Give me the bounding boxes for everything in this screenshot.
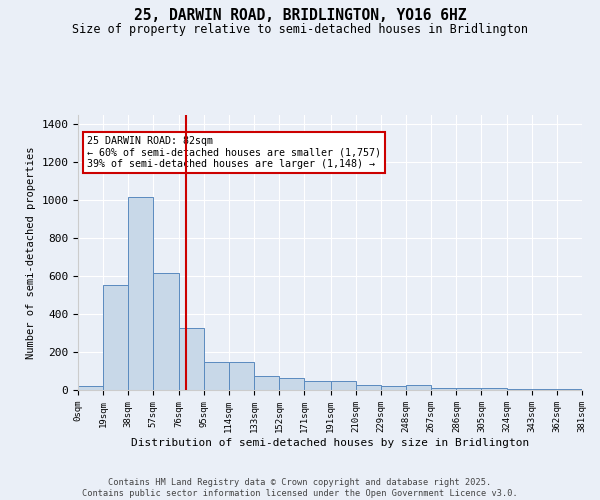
Bar bbox=[103, 284, 128, 390]
Bar bbox=[481, 388, 506, 390]
Y-axis label: Number of semi-detached properties: Number of semi-detached properties bbox=[26, 146, 36, 359]
Bar bbox=[532, 389, 557, 390]
Bar bbox=[431, 388, 457, 390]
Text: Size of property relative to semi-detached houses in Bridlington: Size of property relative to semi-detach… bbox=[72, 22, 528, 36]
Bar bbox=[406, 386, 431, 390]
Bar bbox=[356, 386, 381, 390]
Bar bbox=[457, 388, 481, 390]
Text: 25, DARWIN ROAD, BRIDLINGTON, YO16 6HZ: 25, DARWIN ROAD, BRIDLINGTON, YO16 6HZ bbox=[134, 8, 466, 22]
X-axis label: Distribution of semi-detached houses by size in Bridlington: Distribution of semi-detached houses by … bbox=[131, 438, 529, 448]
Bar bbox=[381, 386, 406, 390]
Bar bbox=[128, 196, 154, 390]
Bar bbox=[506, 389, 532, 390]
Bar bbox=[331, 380, 356, 390]
Text: 25 DARWIN ROAD: 82sqm
← 60% of semi-detached houses are smaller (1,757)
39% of s: 25 DARWIN ROAD: 82sqm ← 60% of semi-deta… bbox=[87, 136, 381, 169]
Text: Contains HM Land Registry data © Crown copyright and database right 2025.
Contai: Contains HM Land Registry data © Crown c… bbox=[82, 478, 518, 498]
Bar bbox=[254, 376, 279, 390]
Bar bbox=[557, 389, 582, 390]
Bar bbox=[78, 386, 103, 390]
Bar bbox=[203, 362, 229, 390]
Bar bbox=[229, 362, 254, 390]
Bar bbox=[179, 328, 203, 390]
Bar bbox=[154, 274, 179, 390]
Bar bbox=[304, 380, 331, 390]
Bar bbox=[279, 378, 304, 390]
